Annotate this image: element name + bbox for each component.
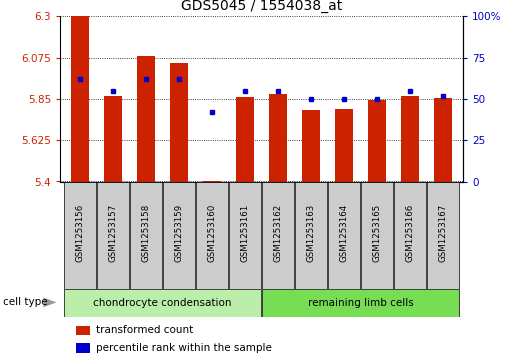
- Text: remaining limb cells: remaining limb cells: [308, 298, 413, 307]
- Text: GSM1253167: GSM1253167: [439, 204, 448, 262]
- Bar: [401, 96, 419, 182]
- Text: GSM1253160: GSM1253160: [208, 204, 217, 262]
- Bar: [427, 182, 459, 289]
- Bar: [368, 100, 386, 182]
- Bar: [170, 62, 188, 182]
- Bar: [294, 182, 327, 289]
- Bar: [196, 182, 229, 289]
- Bar: [104, 96, 122, 182]
- Text: chondrocyte condensation: chondrocyte condensation: [93, 298, 232, 307]
- Bar: [335, 109, 353, 182]
- Bar: [76, 343, 90, 353]
- Text: GSM1253159: GSM1253159: [175, 204, 184, 262]
- Bar: [71, 16, 89, 182]
- Bar: [328, 182, 360, 289]
- Bar: [203, 180, 221, 182]
- Bar: [163, 182, 195, 289]
- Text: GSM1253164: GSM1253164: [339, 204, 348, 262]
- Text: transformed count: transformed count: [96, 326, 194, 335]
- Title: GDS5045 / 1554038_at: GDS5045 / 1554038_at: [181, 0, 342, 13]
- Bar: [394, 182, 426, 289]
- Text: GSM1253163: GSM1253163: [306, 204, 315, 262]
- Bar: [229, 182, 262, 289]
- Bar: [262, 289, 459, 317]
- Text: GSM1253165: GSM1253165: [372, 204, 382, 262]
- Bar: [64, 182, 96, 289]
- Text: GSM1253161: GSM1253161: [241, 204, 249, 262]
- Bar: [236, 97, 254, 182]
- Text: percentile rank within the sample: percentile rank within the sample: [96, 343, 272, 353]
- Text: GSM1253158: GSM1253158: [141, 204, 151, 262]
- Bar: [64, 289, 262, 317]
- Bar: [97, 182, 129, 289]
- Text: GSM1253162: GSM1253162: [274, 204, 282, 262]
- Bar: [76, 326, 90, 335]
- Bar: [269, 94, 287, 182]
- Polygon shape: [43, 298, 56, 307]
- Text: GSM1253166: GSM1253166: [405, 204, 415, 262]
- Bar: [137, 56, 155, 182]
- Text: cell type: cell type: [3, 297, 47, 307]
- Bar: [130, 182, 162, 289]
- Text: GSM1253156: GSM1253156: [75, 204, 84, 262]
- Bar: [302, 110, 320, 182]
- Text: GSM1253157: GSM1253157: [108, 204, 118, 262]
- Bar: [262, 182, 294, 289]
- Bar: [434, 98, 452, 182]
- Bar: [361, 182, 393, 289]
